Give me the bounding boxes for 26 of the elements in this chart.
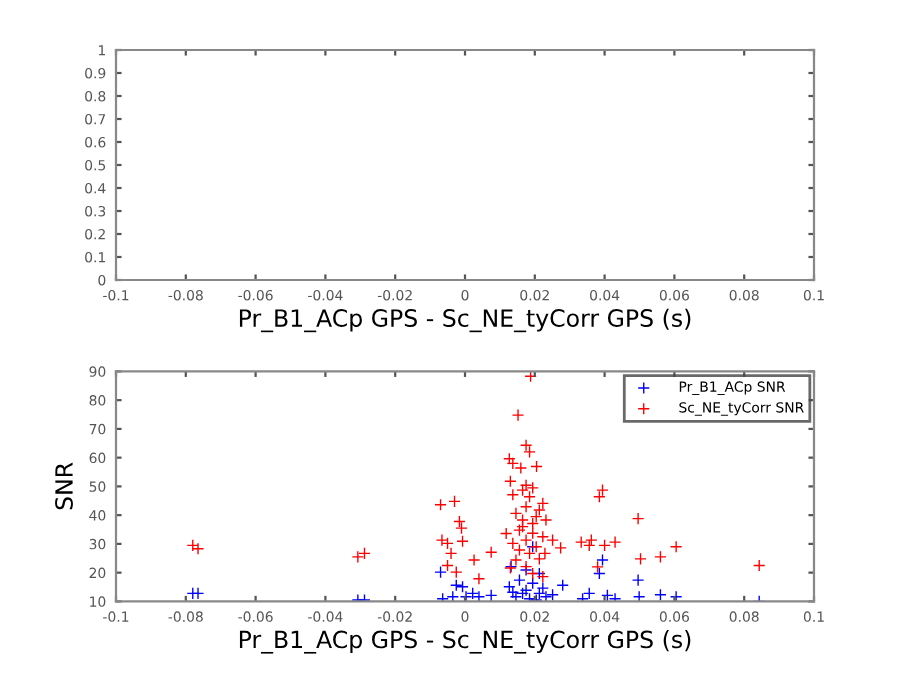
point — [436, 592, 449, 602]
point — [576, 592, 589, 602]
point — [191, 587, 205, 600]
point — [601, 589, 614, 602]
x-axis-title: Pr_B1_ACp GPS - Sc_NE_tyCorr GPS (s) — [239, 630, 691, 654]
point — [536, 581, 550, 595]
point — [631, 573, 645, 587]
point — [450, 579, 463, 592]
point — [434, 565, 447, 579]
point — [472, 590, 486, 602]
point — [582, 587, 596, 600]
point — [632, 590, 646, 602]
point — [484, 589, 498, 602]
point — [608, 592, 622, 602]
point — [669, 590, 683, 602]
point — [654, 588, 667, 602]
y-axis-title: SNR — [55, 462, 73, 510]
point — [546, 588, 559, 602]
point — [446, 590, 460, 602]
x-axis-title: Pr_B1_ACp GPS - Sc_NE_tyCorr GPS (s) — [239, 308, 691, 333]
point — [459, 590, 473, 602]
point — [593, 567, 606, 580]
point — [596, 553, 609, 567]
point — [456, 580, 469, 593]
point — [466, 587, 479, 600]
point — [556, 579, 569, 592]
